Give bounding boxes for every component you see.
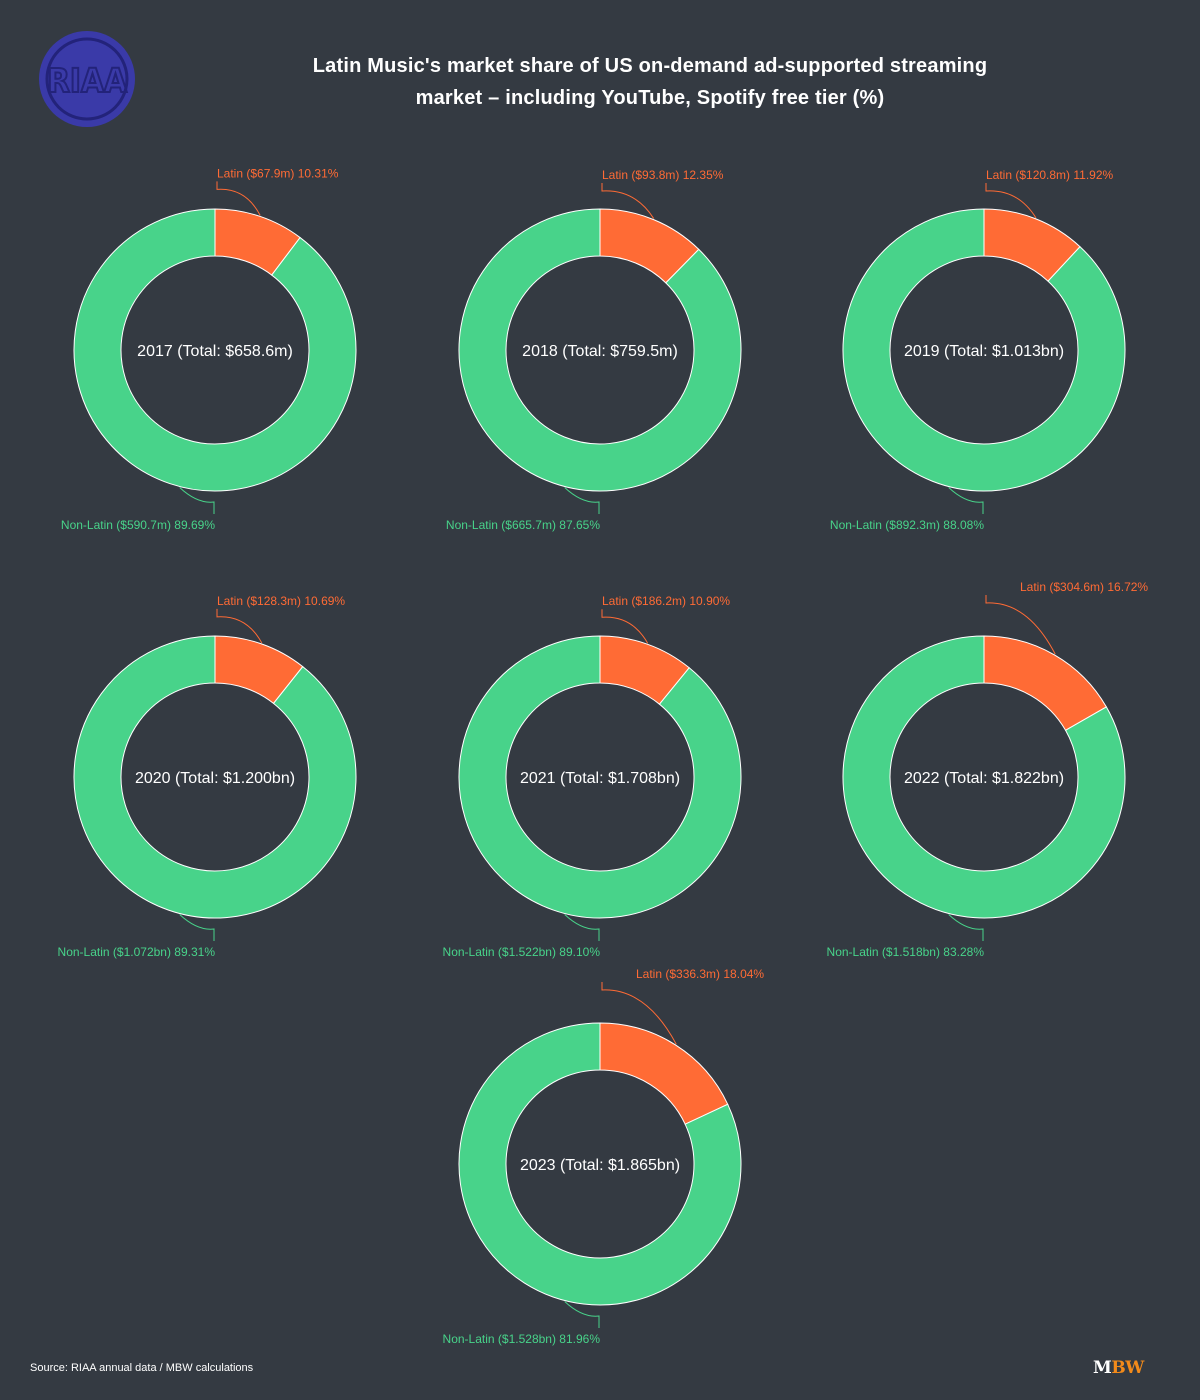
riaa-logo-disc <box>39 31 135 127</box>
donut-center-label: 2021 (Total: $1.708bn) <box>520 770 680 787</box>
data-label-latin: Latin ($304.6m) 16.72% <box>1020 580 1148 594</box>
leader-line-non-latin <box>948 487 984 514</box>
slice-latin <box>983 635 1108 731</box>
leader-line-latin <box>601 982 677 1045</box>
mbw-logo-bw: BW <box>1111 1358 1144 1378</box>
data-label-non-latin: Non-Latin ($1.518bn) 83.28% <box>827 945 985 959</box>
donut-chart-1: Latin ($67.9m) 10.31% Non-Latin ($590.7m)… <box>61 166 357 532</box>
data-label-latin: Latin ($186.2m) 10.90% <box>602 594 730 608</box>
slice-latin <box>599 1022 729 1125</box>
slice-non-latin <box>842 635 1126 919</box>
leader-line-latin <box>216 608 263 644</box>
chart-title: Latin Music's market share of US on-dema… <box>200 50 1100 114</box>
leader-line-latin <box>601 183 655 219</box>
donut-chart-6: Latin ($304.6m) 16.72% Non-Latin ($1.518b… <box>827 580 1149 959</box>
slice-non-latin <box>458 1022 742 1306</box>
donut-center-label: 2022 (Total: $1.822bn) <box>904 770 1064 787</box>
data-label-latin: Latin ($336.3m) 18.04% <box>636 967 764 981</box>
donut-chart-4: Latin ($128.3m) 10.69% Non-Latin ($1.072b… <box>58 594 357 959</box>
mbw-logo: MBW <box>1093 1358 1144 1378</box>
slice-non-latin <box>458 635 742 919</box>
data-label-non-latin: Non-Latin ($1.522bn) 89.10% <box>443 945 601 959</box>
data-label-non-latin: Non-Latin ($590.7m) 89.69% <box>61 518 215 532</box>
data-label-latin: Latin ($93.8m) 12.35% <box>602 168 724 182</box>
donut-center-label: 2023 (Total: $1.865bn) <box>520 1157 680 1174</box>
slice-non-latin <box>458 208 742 492</box>
donut-chart-5: Latin ($186.2m) 10.90% Non-Latin ($1.522b… <box>443 594 742 959</box>
data-label-latin: Latin ($120.8m) 11.92% <box>986 168 1114 182</box>
riaa-logo-ring <box>45 37 129 121</box>
leader-line-latin <box>601 609 649 644</box>
slice-non-latin <box>73 208 357 492</box>
leader-line-latin <box>985 595 1056 655</box>
slice-non-latin <box>842 208 1126 492</box>
source-note: Source: RIAA annual data / MBW calculati… <box>30 1362 254 1374</box>
mbw-logo-m: M <box>1093 1358 1112 1378</box>
donut-center-label: 2017 (Total: $658.6m) <box>137 343 293 360</box>
data-label-latin: Latin ($128.3m) 10.69% <box>217 594 345 608</box>
riaa-logo: RIAA <box>39 31 135 127</box>
donut-chart-3: Latin ($120.8m) 11.92% Non-Latin ($892.3m… <box>830 168 1126 532</box>
donut-chart-2: Latin ($93.8m) 12.35% Non-Latin ($665.7m)… <box>446 168 742 532</box>
leader-line-non-latin <box>564 1301 600 1328</box>
donut-center-label: 2020 (Total: $1.200bn) <box>135 770 295 787</box>
data-label-non-latin: Non-Latin ($892.3m) 88.08% <box>830 518 984 532</box>
slice-non-latin <box>73 635 357 919</box>
donut-center-label: 2019 (Total: $1.013bn) <box>904 343 1064 360</box>
donut-chart-7: Latin ($336.3m) 18.04% Non-Latin ($1.528b… <box>443 967 765 1346</box>
leader-line-non-latin <box>564 487 600 514</box>
leader-line-non-latin <box>564 914 600 941</box>
donut-center-label: 2018 (Total: $759.5m) <box>522 343 678 360</box>
leader-line-latin <box>985 183 1037 219</box>
data-label-non-latin: Non-Latin ($1.528bn) 81.96% <box>443 1332 601 1346</box>
data-label-latin: Latin ($67.9m) 10.31% <box>217 166 339 180</box>
leader-line-non-latin <box>948 914 984 941</box>
leader-line-non-latin <box>179 914 215 941</box>
data-label-non-latin: Non-Latin ($1.072bn) 89.31% <box>58 945 216 959</box>
riaa-logo-text: RIAA <box>47 61 127 100</box>
data-label-non-latin: Non-Latin ($665.7m) 87.65% <box>446 518 600 532</box>
leader-line-latin <box>216 181 261 216</box>
leader-line-non-latin <box>179 487 215 514</box>
chart-title-line-1: Latin Music's market share of US on-dema… <box>312 55 988 77</box>
chart-title-line-2: market – including YouTube, Spotify free… <box>415 87 885 109</box>
